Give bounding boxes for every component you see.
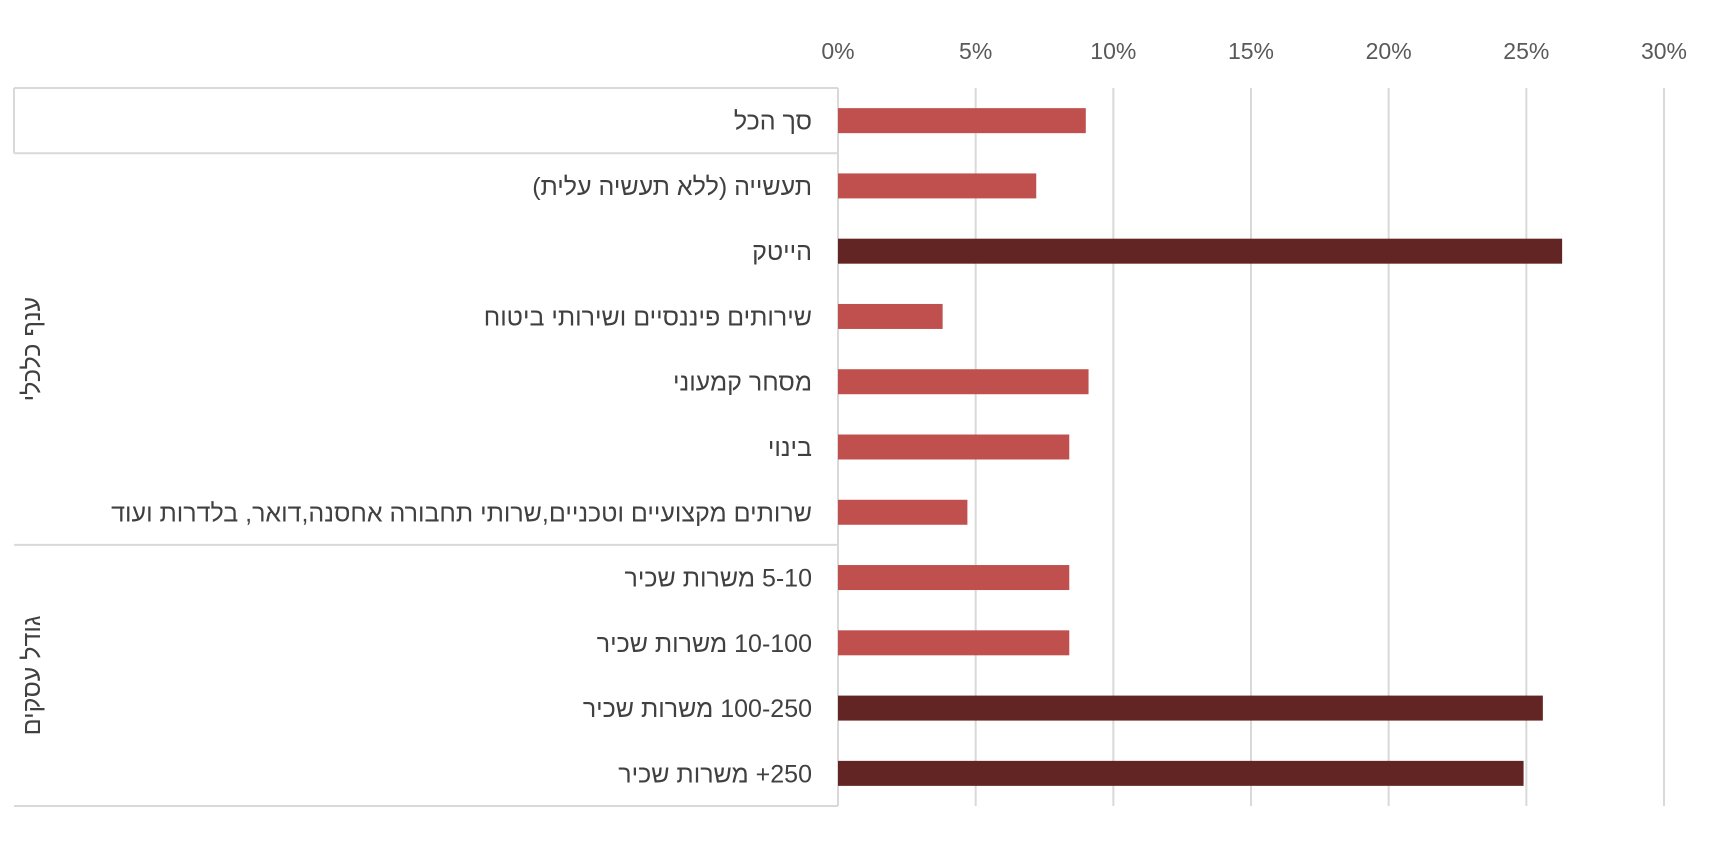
x-axis-tick-labels: 0% 5% 10% 15% 20% 25% 30% [821,38,1687,64]
x-tick-label: 5% [959,38,992,64]
category-label: הייטק [752,238,812,266]
group-label: ענף כלכלי [18,297,46,402]
bar [838,695,1543,721]
bar [838,369,1089,395]
x-tick-label: 15% [1228,38,1274,64]
x-tick-label: 10% [1090,38,1136,64]
category-label: בינוי [768,434,812,462]
bar [838,173,1037,199]
x-tick-label: 30% [1641,38,1687,64]
bar [838,238,1563,264]
category-label: 100-250 משרות שכיר [583,695,812,723]
bar [838,760,1524,786]
bar [838,108,1086,134]
x-tick-label: 25% [1503,38,1549,64]
category-label: שירותים פיננסיים ושירותי ביטוח [484,303,812,331]
bar [838,434,1070,460]
group-label: גודל עסקים [18,616,46,736]
category-labels: סך הכל תעשייה (ללא תעשיה עלית) הייטק שירות… [111,108,812,789]
category-label: 250+ משרות שכיר [618,760,812,788]
bar [838,499,968,525]
category-label: שרותים מקצועיים וטכניים,שרותי תחבורה אחס… [111,499,812,527]
category-label: 5-10 משרות שכיר [625,565,812,593]
x-tick-label: 20% [1366,38,1412,64]
gridlines [974,88,1665,806]
bar [838,630,1070,656]
category-label: מסחר קמעוני [673,369,812,397]
bar [838,303,943,329]
category-label: סך הכל [734,108,812,136]
category-label: תעשייה (ללא תעשיה עלית) [532,173,812,201]
x-tick-label: 0% [821,38,854,64]
group-labels: ענף כלכלי גודל עסקים [18,297,46,736]
category-label: 10-100 משרות שכיר [597,630,812,658]
bars [838,108,1563,786]
bar [838,565,1070,591]
